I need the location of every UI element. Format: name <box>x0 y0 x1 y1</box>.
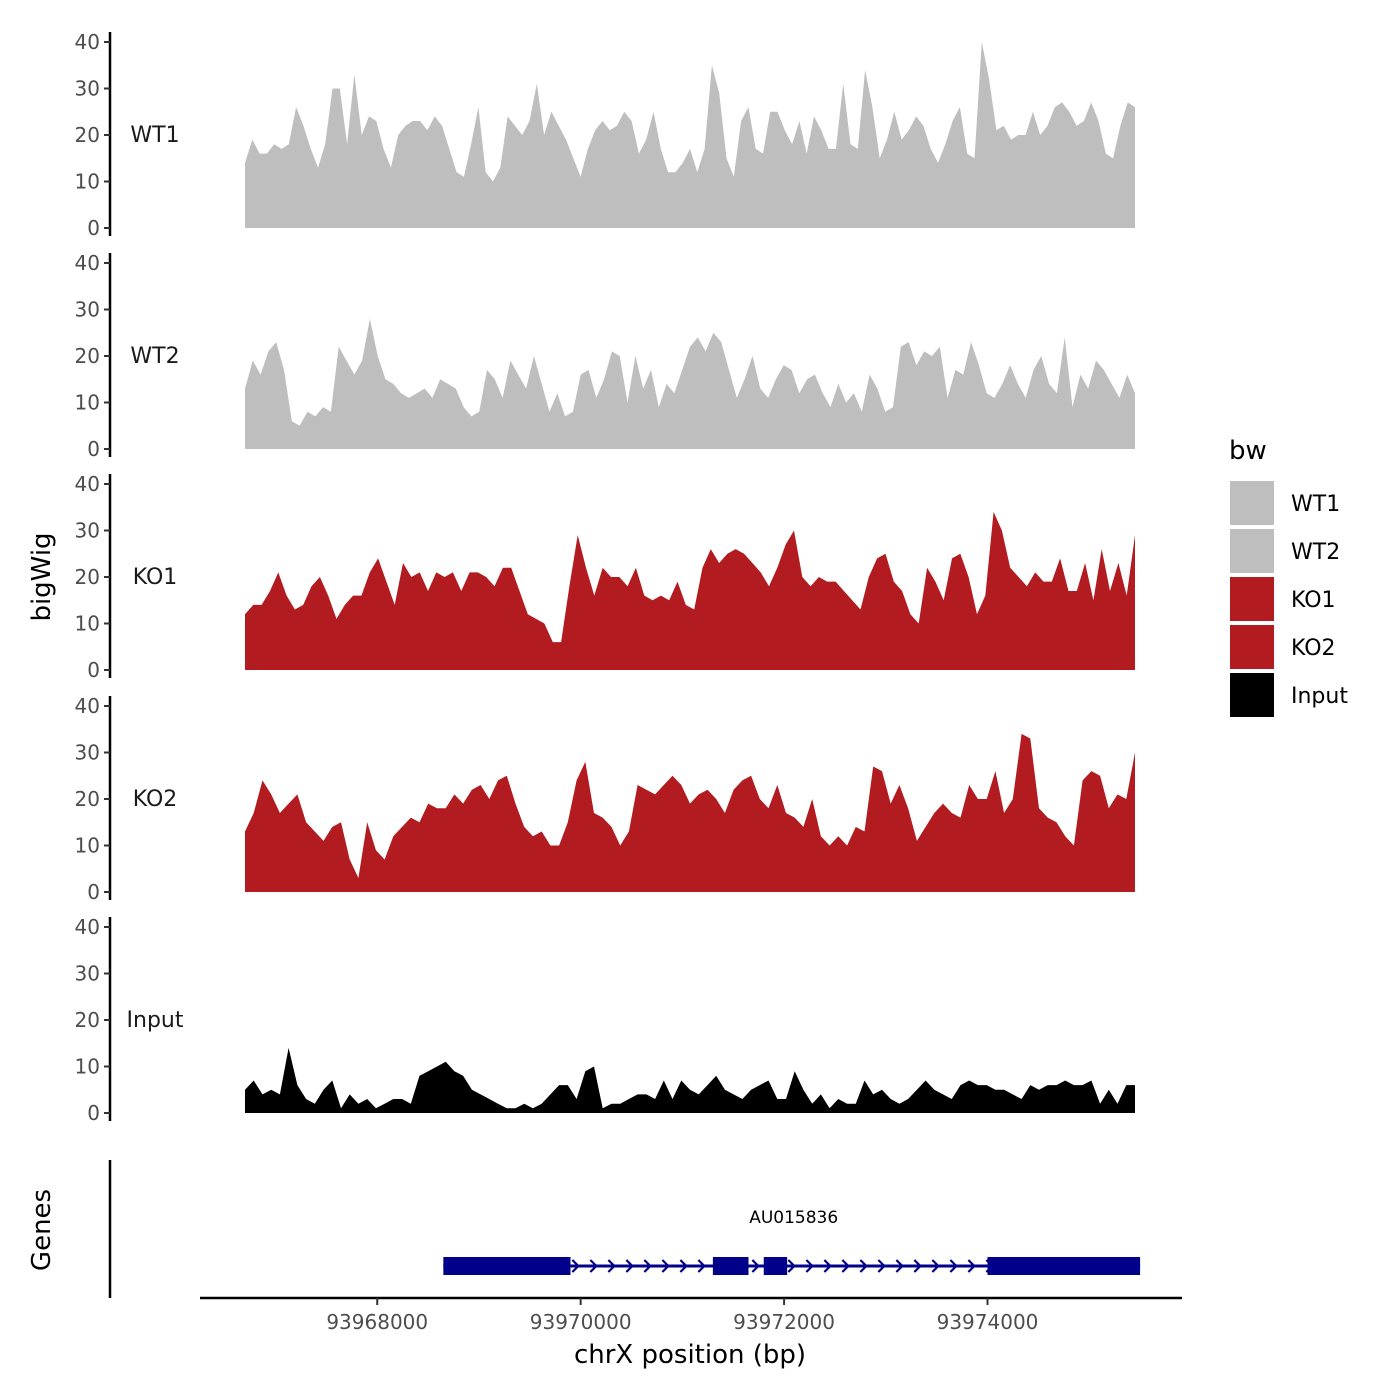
y-tick-label: 0 <box>87 1101 100 1125</box>
legend-label-ko1: KO1 <box>1291 588 1336 613</box>
strand-arrow <box>625 1259 634 1273</box>
coverage-tracks: 0 10 20 30 40 WT1 0 10 20 30 40 WT2 0 10 20 30 40 KO1 0 10 2… <box>75 30 1135 1125</box>
strand-arrow <box>589 1259 598 1273</box>
y-tick-label: 40 <box>75 915 100 939</box>
y-tick-label: 20 <box>75 565 100 589</box>
y-tick-label: 20 <box>75 123 100 147</box>
y-tick-label: 30 <box>75 77 100 101</box>
y-tick-label: 0 <box>87 880 100 904</box>
y-tick-label: 40 <box>75 251 100 275</box>
strand-arrow <box>877 1259 886 1273</box>
strand-arrow <box>643 1259 652 1273</box>
strand-arrow <box>949 1259 958 1273</box>
y-tick-label: 10 <box>75 834 100 858</box>
y-tick-label: 20 <box>75 787 100 811</box>
strand-arrow <box>661 1259 670 1273</box>
strand-arrow <box>859 1259 868 1273</box>
coverage-area-ko1 <box>245 511 1135 670</box>
y-tick-label: 30 <box>75 962 100 986</box>
gene-exon <box>443 1257 571 1275</box>
gene-panel-title: Genes <box>27 1189 57 1271</box>
x-tick-label: 93970000 <box>530 1310 632 1334</box>
track-label: WT1 <box>130 123 179 148</box>
strand-arrow <box>841 1259 850 1273</box>
strand-arrow <box>913 1259 922 1273</box>
y-tick-label: 0 <box>87 437 100 461</box>
y-tick-label: 30 <box>75 298 100 322</box>
y-tick-label: 0 <box>87 216 100 240</box>
y-tick-label: 30 <box>75 741 100 765</box>
legend-label-wt2: WT2 <box>1291 540 1340 565</box>
strand-arrow <box>895 1259 904 1273</box>
gene-exon <box>712 1257 749 1275</box>
coverage-area-ko2 <box>245 733 1135 892</box>
legend: bw WT1 WT2 KO1 KO2 Input <box>1229 436 1348 717</box>
y-tick-label: 40 <box>75 30 100 54</box>
x-tick-label: 93968000 <box>326 1310 428 1334</box>
strand-arrow <box>805 1259 814 1273</box>
y-tick-label: 20 <box>75 344 100 368</box>
legend-swatch-ko1 <box>1230 577 1274 621</box>
y-tick-label: 30 <box>75 519 100 543</box>
y-axis-title: bigWig <box>27 532 57 621</box>
track-label: WT2 <box>130 344 179 369</box>
x-tick-label: 93974000 <box>937 1310 1039 1334</box>
y-tick-label: 40 <box>75 472 100 496</box>
track-wt2: 0 10 20 30 40 WT2 <box>75 251 1135 461</box>
strand-arrow <box>967 1259 976 1273</box>
strand-arrow <box>697 1259 706 1273</box>
legend-swatch-wt2 <box>1230 529 1274 573</box>
legend-swatch-ko2 <box>1230 625 1274 669</box>
x-axis-title: chrX position (bp) <box>574 1340 806 1370</box>
strand-arrow <box>751 1259 760 1273</box>
strand-arrow <box>931 1259 940 1273</box>
strand-arrow <box>571 1259 580 1273</box>
y-tick-label: 40 <box>75 694 100 718</box>
gene-name-label: AU015836 <box>749 1208 838 1228</box>
coverage-area-wt2 <box>245 318 1135 449</box>
track-ko2: 0 10 20 30 40 KO2 <box>75 694 1135 904</box>
gene-exon <box>763 1257 788 1275</box>
track-label: KO2 <box>133 787 178 812</box>
y-tick-label: 20 <box>75 1008 100 1032</box>
strand-arrow <box>787 1259 796 1273</box>
strand-arrow <box>823 1259 832 1273</box>
legend-label-input: Input <box>1291 684 1348 709</box>
y-tick-label: 0 <box>87 658 100 682</box>
strand-arrow <box>679 1259 688 1273</box>
gene-panel: AU015836 <box>108 1160 1141 1298</box>
gene-exon <box>987 1257 1141 1275</box>
y-tick-label: 10 <box>75 391 100 415</box>
legend-label-ko2: KO2 <box>1291 636 1336 661</box>
x-tick-label: 93972000 <box>733 1310 835 1334</box>
legend-swatch-wt1 <box>1230 481 1274 525</box>
track-ko1: 0 10 20 30 40 KO1 <box>75 472 1135 682</box>
y-tick-label: 10 <box>75 1055 100 1079</box>
legend-swatch-input <box>1230 673 1274 717</box>
track-wt1: 0 10 20 30 40 WT1 <box>75 30 1135 240</box>
coverage-area-input <box>245 1047 1135 1113</box>
y-tick-label: 10 <box>75 170 100 194</box>
y-tick-label: 10 <box>75 612 100 636</box>
track-label: KO1 <box>133 565 178 590</box>
legend-label-wt1: WT1 <box>1291 492 1340 517</box>
track-input: 0 10 20 30 40 Input <box>75 915 1135 1125</box>
track-label: Input <box>127 1008 184 1033</box>
x-axis: 93968000 93970000 93972000 93974000 <box>200 1296 1182 1334</box>
strand-arrow <box>607 1259 616 1273</box>
coverage-area-wt1 <box>245 42 1135 228</box>
legend-title: bw <box>1229 436 1267 466</box>
